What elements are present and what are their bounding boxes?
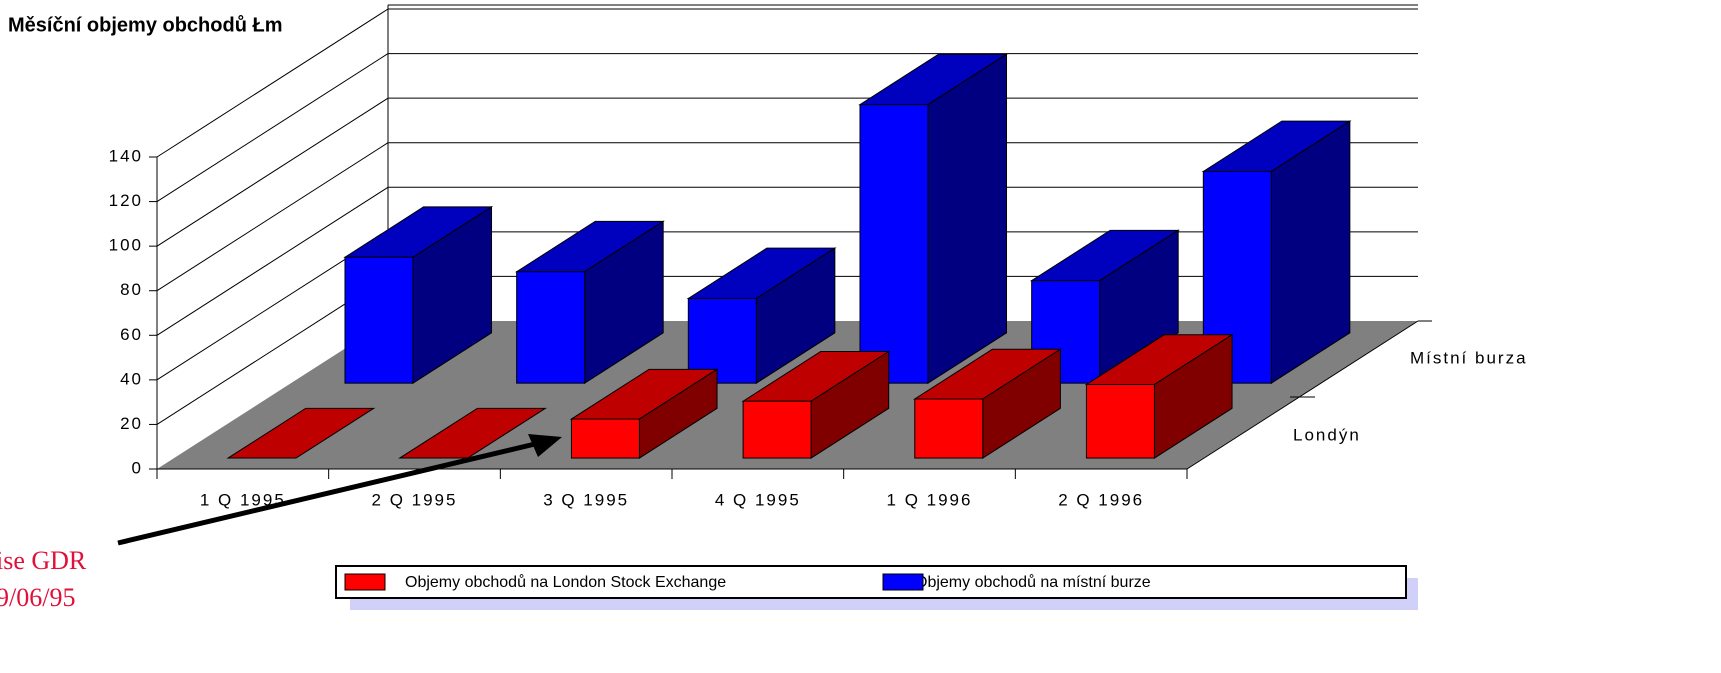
bar — [913, 348, 1063, 459]
plot — [226, 53, 1352, 459]
x-tick-label: 4 Q 1995 — [715, 490, 801, 509]
bar — [741, 350, 891, 459]
bar — [398, 407, 548, 459]
depth-axis — [1186, 320, 1419, 470]
y-tick-label: 140 — [109, 146, 143, 165]
grid-line — [156, 186, 389, 336]
depth-label: Místní burza — [1410, 348, 1528, 367]
y-tick-label: 40 — [120, 369, 143, 388]
bar-top — [398, 407, 548, 459]
bar-front — [914, 398, 984, 459]
y-tick-label: 20 — [120, 414, 143, 433]
bar-top — [226, 407, 376, 459]
bar-front — [570, 418, 640, 459]
bar — [226, 407, 376, 459]
depth-label: Londýn — [1293, 425, 1361, 444]
x-tick-label: 2 Q 1996 — [1058, 490, 1144, 509]
bar — [1084, 333, 1234, 459]
bar-front — [1085, 384, 1155, 459]
chart-title: Měsíční objemy obchodů Łm — [8, 14, 282, 36]
legend-swatch — [882, 573, 924, 591]
y-tick-label: 100 — [109, 236, 143, 255]
arrow-head — [528, 434, 562, 457]
bar-front — [516, 271, 586, 384]
y-tick-label: 80 — [120, 280, 143, 299]
bar — [343, 206, 494, 385]
grid-line — [156, 142, 389, 292]
legend-label: Objemy obchodů na London Stock Exchange — [405, 573, 726, 591]
y-tick-label: 0 — [132, 458, 143, 477]
grid-line — [156, 97, 389, 247]
x-tick-label: 2 Q 1995 — [372, 490, 458, 509]
bar — [514, 220, 665, 385]
legend-label: Objemy obchodů na místní burze — [915, 573, 1151, 591]
x-tick-label: 3 Q 1995 — [543, 490, 629, 509]
annotation: 9/06/95 — [0, 583, 75, 612]
y-tick-label: 60 — [120, 325, 143, 344]
legend-swatch — [344, 573, 386, 591]
bar-front — [344, 256, 414, 384]
x-tick-label: 1 Q 1996 — [887, 490, 973, 509]
bar-front — [859, 104, 929, 384]
bar — [569, 368, 719, 459]
grid-line — [156, 53, 389, 202]
legend — [335, 565, 1407, 599]
annotation: ise GDR — [0, 546, 87, 575]
bar-front — [742, 400, 812, 459]
bar — [858, 53, 1009, 385]
annotation-arrow — [117, 441, 536, 546]
bar-side — [927, 53, 1008, 385]
x-tick-label: 1 Q 1995 — [200, 490, 286, 509]
grid-line — [156, 8, 389, 158]
y-tick-label: 120 — [109, 191, 143, 210]
